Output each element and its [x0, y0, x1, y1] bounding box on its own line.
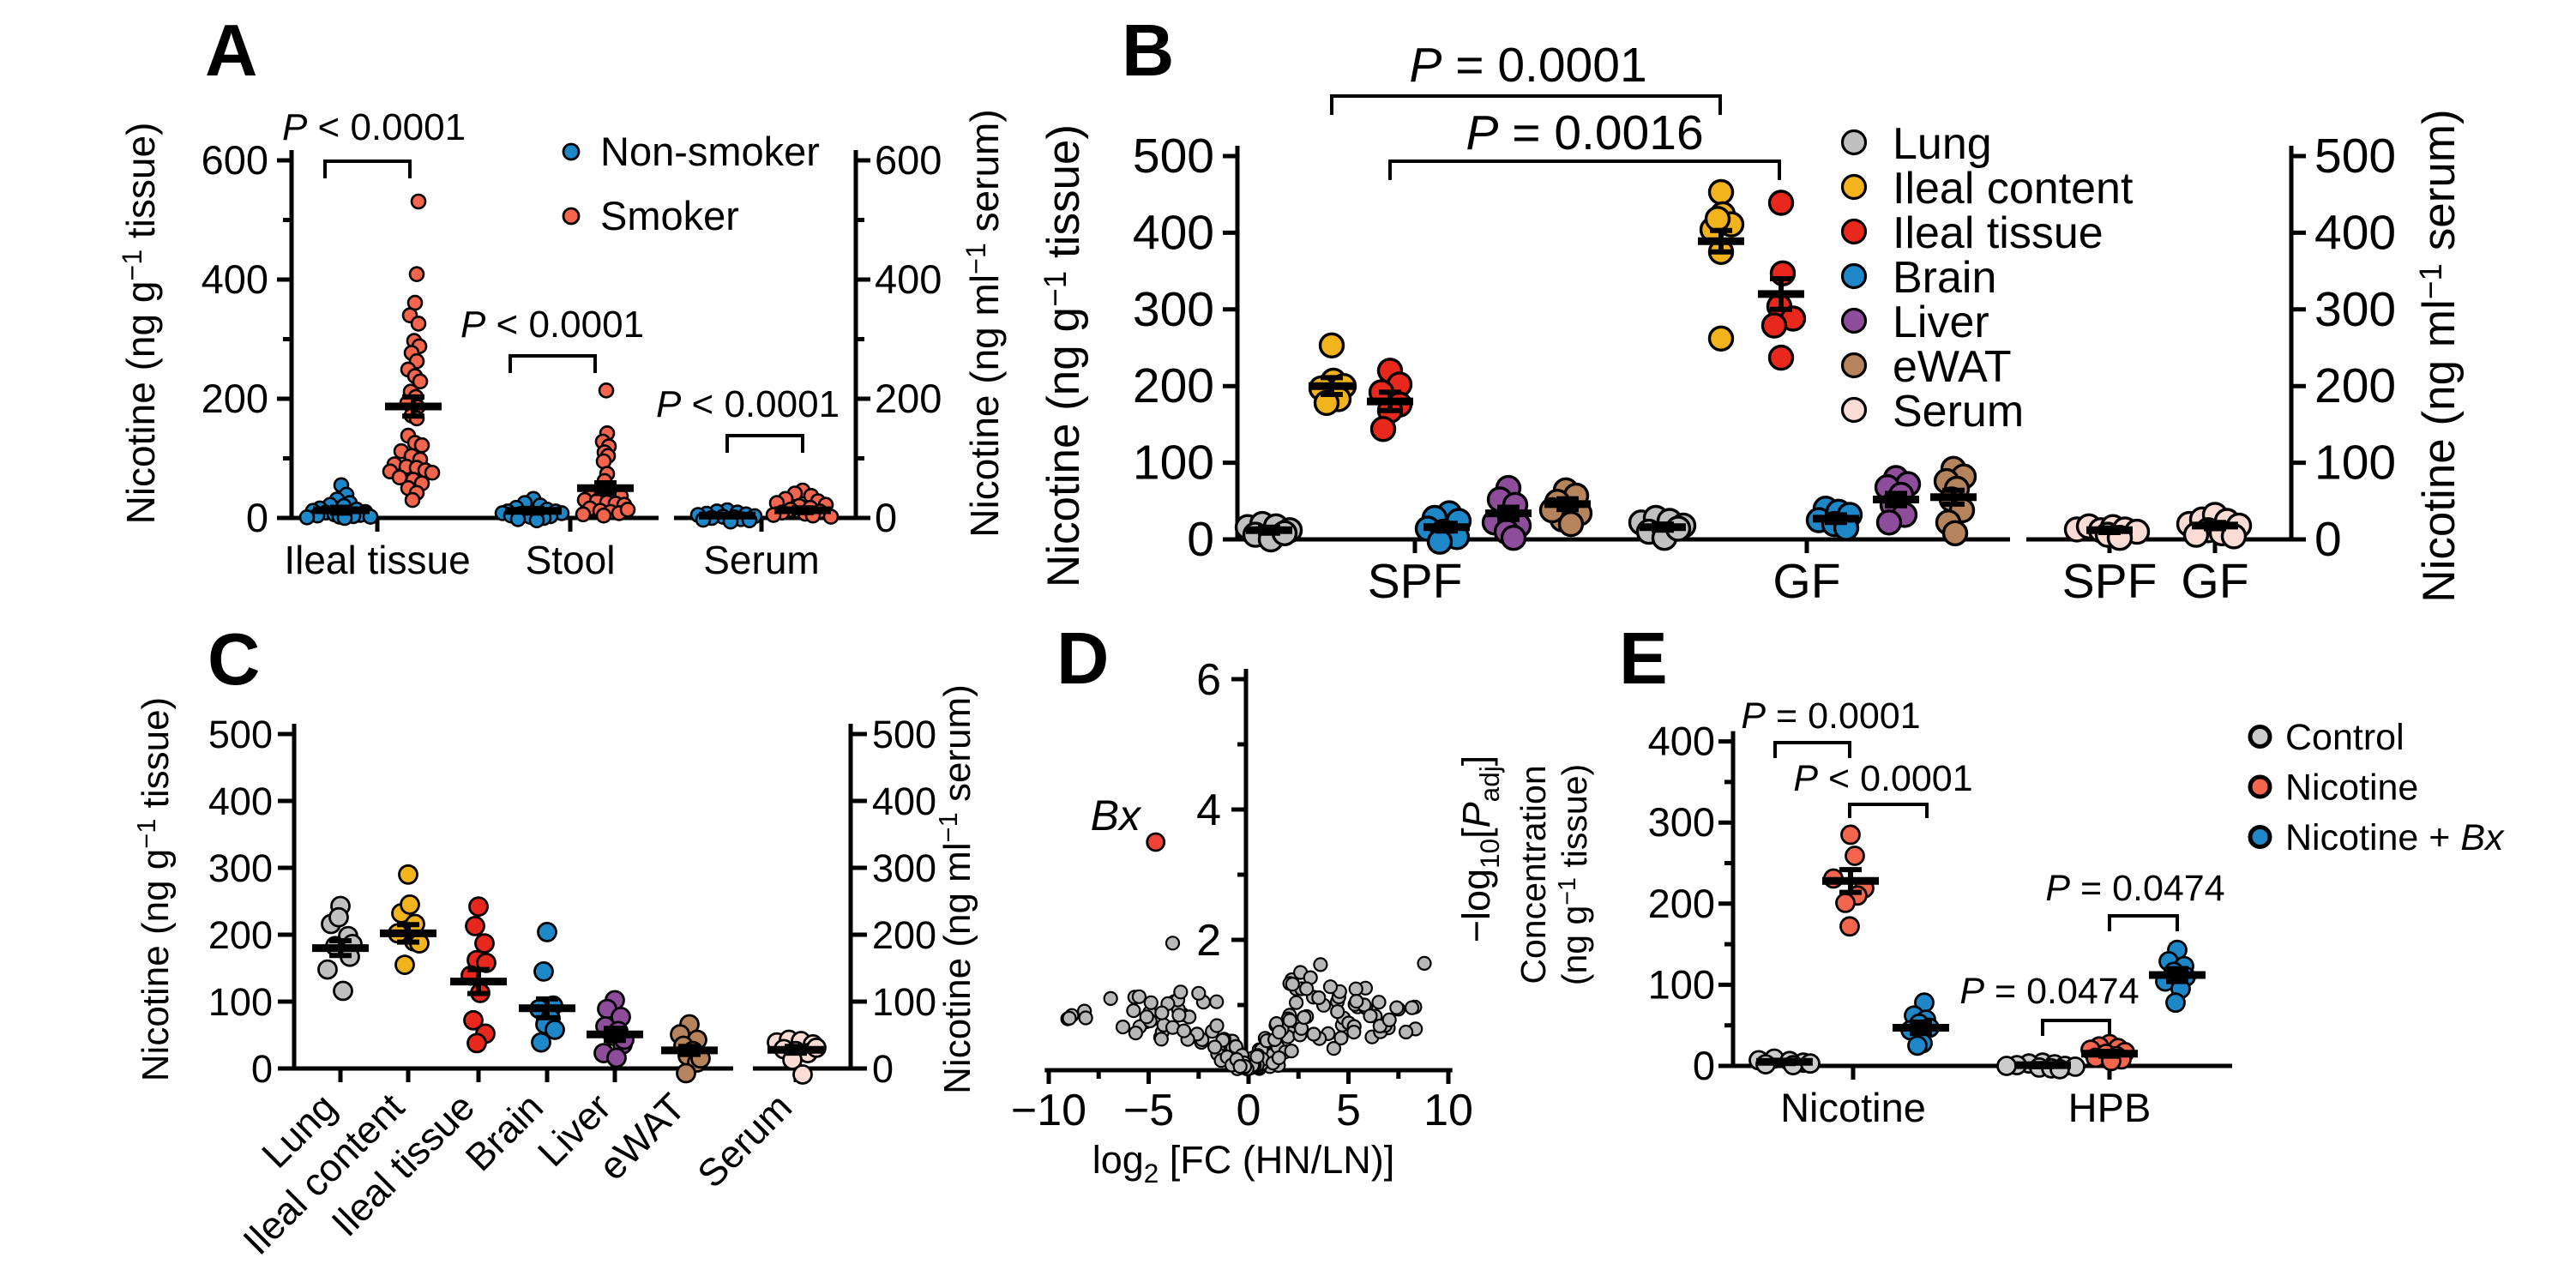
svg-text:Serum: Serum	[703, 538, 819, 582]
svg-text:0: 0	[246, 495, 268, 540]
svg-text:C: C	[208, 619, 260, 701]
svg-text:P = 0.0016: P = 0.0016	[1466, 105, 1703, 160]
svg-text:Nicotine (ng g−1 tissue): Nicotine (ng g−1 tissue)	[1037, 124, 1089, 587]
svg-text:A: A	[205, 10, 257, 92]
svg-text:P < 0.0001: P < 0.0001	[460, 304, 644, 346]
svg-text:200: 200	[872, 913, 936, 957]
svg-text:−5: −5	[1123, 1086, 1174, 1135]
svg-text:Nicotine (ng ml−1 serum): Nicotine (ng ml−1 serum)	[933, 684, 978, 1094]
svg-text:Nicotine (ng g−1 tissue): Nicotine (ng g−1 tissue)	[131, 697, 177, 1081]
svg-text:(ng g−1 tissue): (ng g−1 tissue)	[1554, 764, 1594, 985]
svg-text:GF: GF	[1773, 554, 1840, 609]
svg-text:300: 300	[2314, 282, 2396, 337]
svg-text:P = 0.0474: P = 0.0474	[1959, 971, 2139, 1012]
svg-text:600: 600	[875, 137, 942, 183]
svg-text:Stool: Stool	[526, 538, 616, 582]
svg-text:100: 100	[2314, 436, 2396, 491]
svg-text:0: 0	[1237, 1086, 1261, 1135]
svg-text:500: 500	[872, 713, 936, 756]
svg-text:200: 200	[1648, 881, 1715, 926]
svg-text:0: 0	[251, 1047, 273, 1091]
svg-text:4: 4	[1196, 785, 1221, 835]
svg-text:P < 0.0001: P < 0.0001	[282, 106, 466, 148]
svg-text:B: B	[1122, 10, 1174, 92]
svg-text:600: 600	[202, 137, 268, 183]
svg-text:0: 0	[872, 1047, 894, 1091]
svg-text:100: 100	[872, 980, 936, 1024]
svg-text:E: E	[1619, 618, 1668, 700]
svg-text:200: 200	[875, 376, 942, 421]
svg-text:400: 400	[2314, 205, 2396, 260]
svg-text:400: 400	[872, 779, 936, 823]
svg-text:Lung: Lung	[1893, 119, 1992, 169]
svg-text:SPF: SPF	[1368, 554, 1463, 609]
svg-text:500: 500	[208, 713, 273, 756]
svg-text:Bx: Bx	[1091, 792, 1142, 840]
svg-text:500: 500	[1133, 129, 1214, 184]
svg-text:6: 6	[1196, 655, 1221, 705]
svg-text:Concentration: Concentration	[1514, 765, 1553, 984]
svg-text:100: 100	[1133, 436, 1214, 491]
svg-text:500: 500	[2314, 129, 2396, 184]
svg-text:Nicotine + Bx: Nicotine + Bx	[2285, 817, 2505, 858]
svg-text:5: 5	[1336, 1086, 1361, 1135]
svg-text:Nicotine (ng ml−1 serum): Nicotine (ng ml−1 serum)	[960, 109, 1007, 537]
svg-text:eWAT: eWAT	[1893, 342, 2012, 392]
svg-text:Non-smoker: Non-smoker	[600, 129, 820, 174]
svg-text:100: 100	[208, 980, 273, 1024]
svg-text:100: 100	[1648, 961, 1715, 1007]
svg-text:SPF: SPF	[2062, 554, 2158, 609]
svg-text:P < 0.0001: P < 0.0001	[656, 383, 840, 425]
svg-text:P = 0.0001: P = 0.0001	[1409, 38, 1646, 93]
svg-text:200: 200	[2314, 358, 2396, 413]
svg-text:P = 0.0001: P = 0.0001	[1741, 695, 1920, 737]
svg-text:GF: GF	[2181, 554, 2248, 609]
svg-text:10: 10	[1423, 1086, 1473, 1135]
svg-text:0: 0	[875, 495, 897, 540]
svg-text:Nicotine (ng ml−1 serum): Nicotine (ng ml−1 serum)	[2412, 109, 2465, 602]
svg-text:Liver: Liver	[1893, 298, 1989, 347]
svg-text:200: 200	[202, 376, 268, 421]
svg-text:P = 0.0474: P = 0.0474	[2045, 868, 2224, 909]
svg-text:300: 300	[1648, 799, 1715, 845]
svg-text:Nicotine (ng g−1 tissue): Nicotine (ng g−1 tissue)	[117, 123, 163, 525]
svg-text:0: 0	[1187, 512, 1214, 567]
svg-text:Ileal content: Ileal content	[1893, 164, 2134, 214]
svg-text:D: D	[1056, 618, 1109, 700]
svg-text:Brain: Brain	[1893, 253, 1996, 303]
svg-text:200: 200	[1133, 358, 1214, 413]
svg-text:400: 400	[1133, 205, 1214, 260]
svg-text:Ileal tissue: Ileal tissue	[1893, 208, 2104, 258]
svg-text:Serum: Serum	[1893, 387, 2024, 436]
svg-text:300: 300	[872, 846, 936, 890]
svg-text:P < 0.0001: P < 0.0001	[1793, 758, 1972, 799]
svg-text:0: 0	[1693, 1043, 1715, 1088]
svg-text:Smoker: Smoker	[600, 193, 739, 238]
svg-text:200: 200	[208, 913, 273, 957]
svg-text:Control: Control	[2285, 717, 2404, 758]
svg-text:0: 0	[2314, 512, 2342, 567]
svg-text:HPB: HPB	[2068, 1085, 2152, 1130]
svg-text:300: 300	[208, 846, 273, 890]
svg-text:Ileal tissue: Ileal tissue	[284, 538, 470, 582]
svg-text:2: 2	[1196, 916, 1221, 966]
svg-text:400: 400	[208, 779, 273, 823]
svg-text:Nicotine: Nicotine	[2285, 767, 2418, 809]
svg-text:300: 300	[1133, 282, 1214, 337]
svg-text:400: 400	[1648, 719, 1715, 764]
svg-text:Nicotine: Nicotine	[1780, 1085, 1926, 1130]
svg-text:400: 400	[202, 256, 268, 302]
svg-text:400: 400	[875, 256, 942, 302]
svg-text:−10: −10	[1011, 1086, 1086, 1135]
svg-text:log2 [FC (HN/LN)]: log2 [FC (HN/LN)]	[1092, 1138, 1395, 1189]
